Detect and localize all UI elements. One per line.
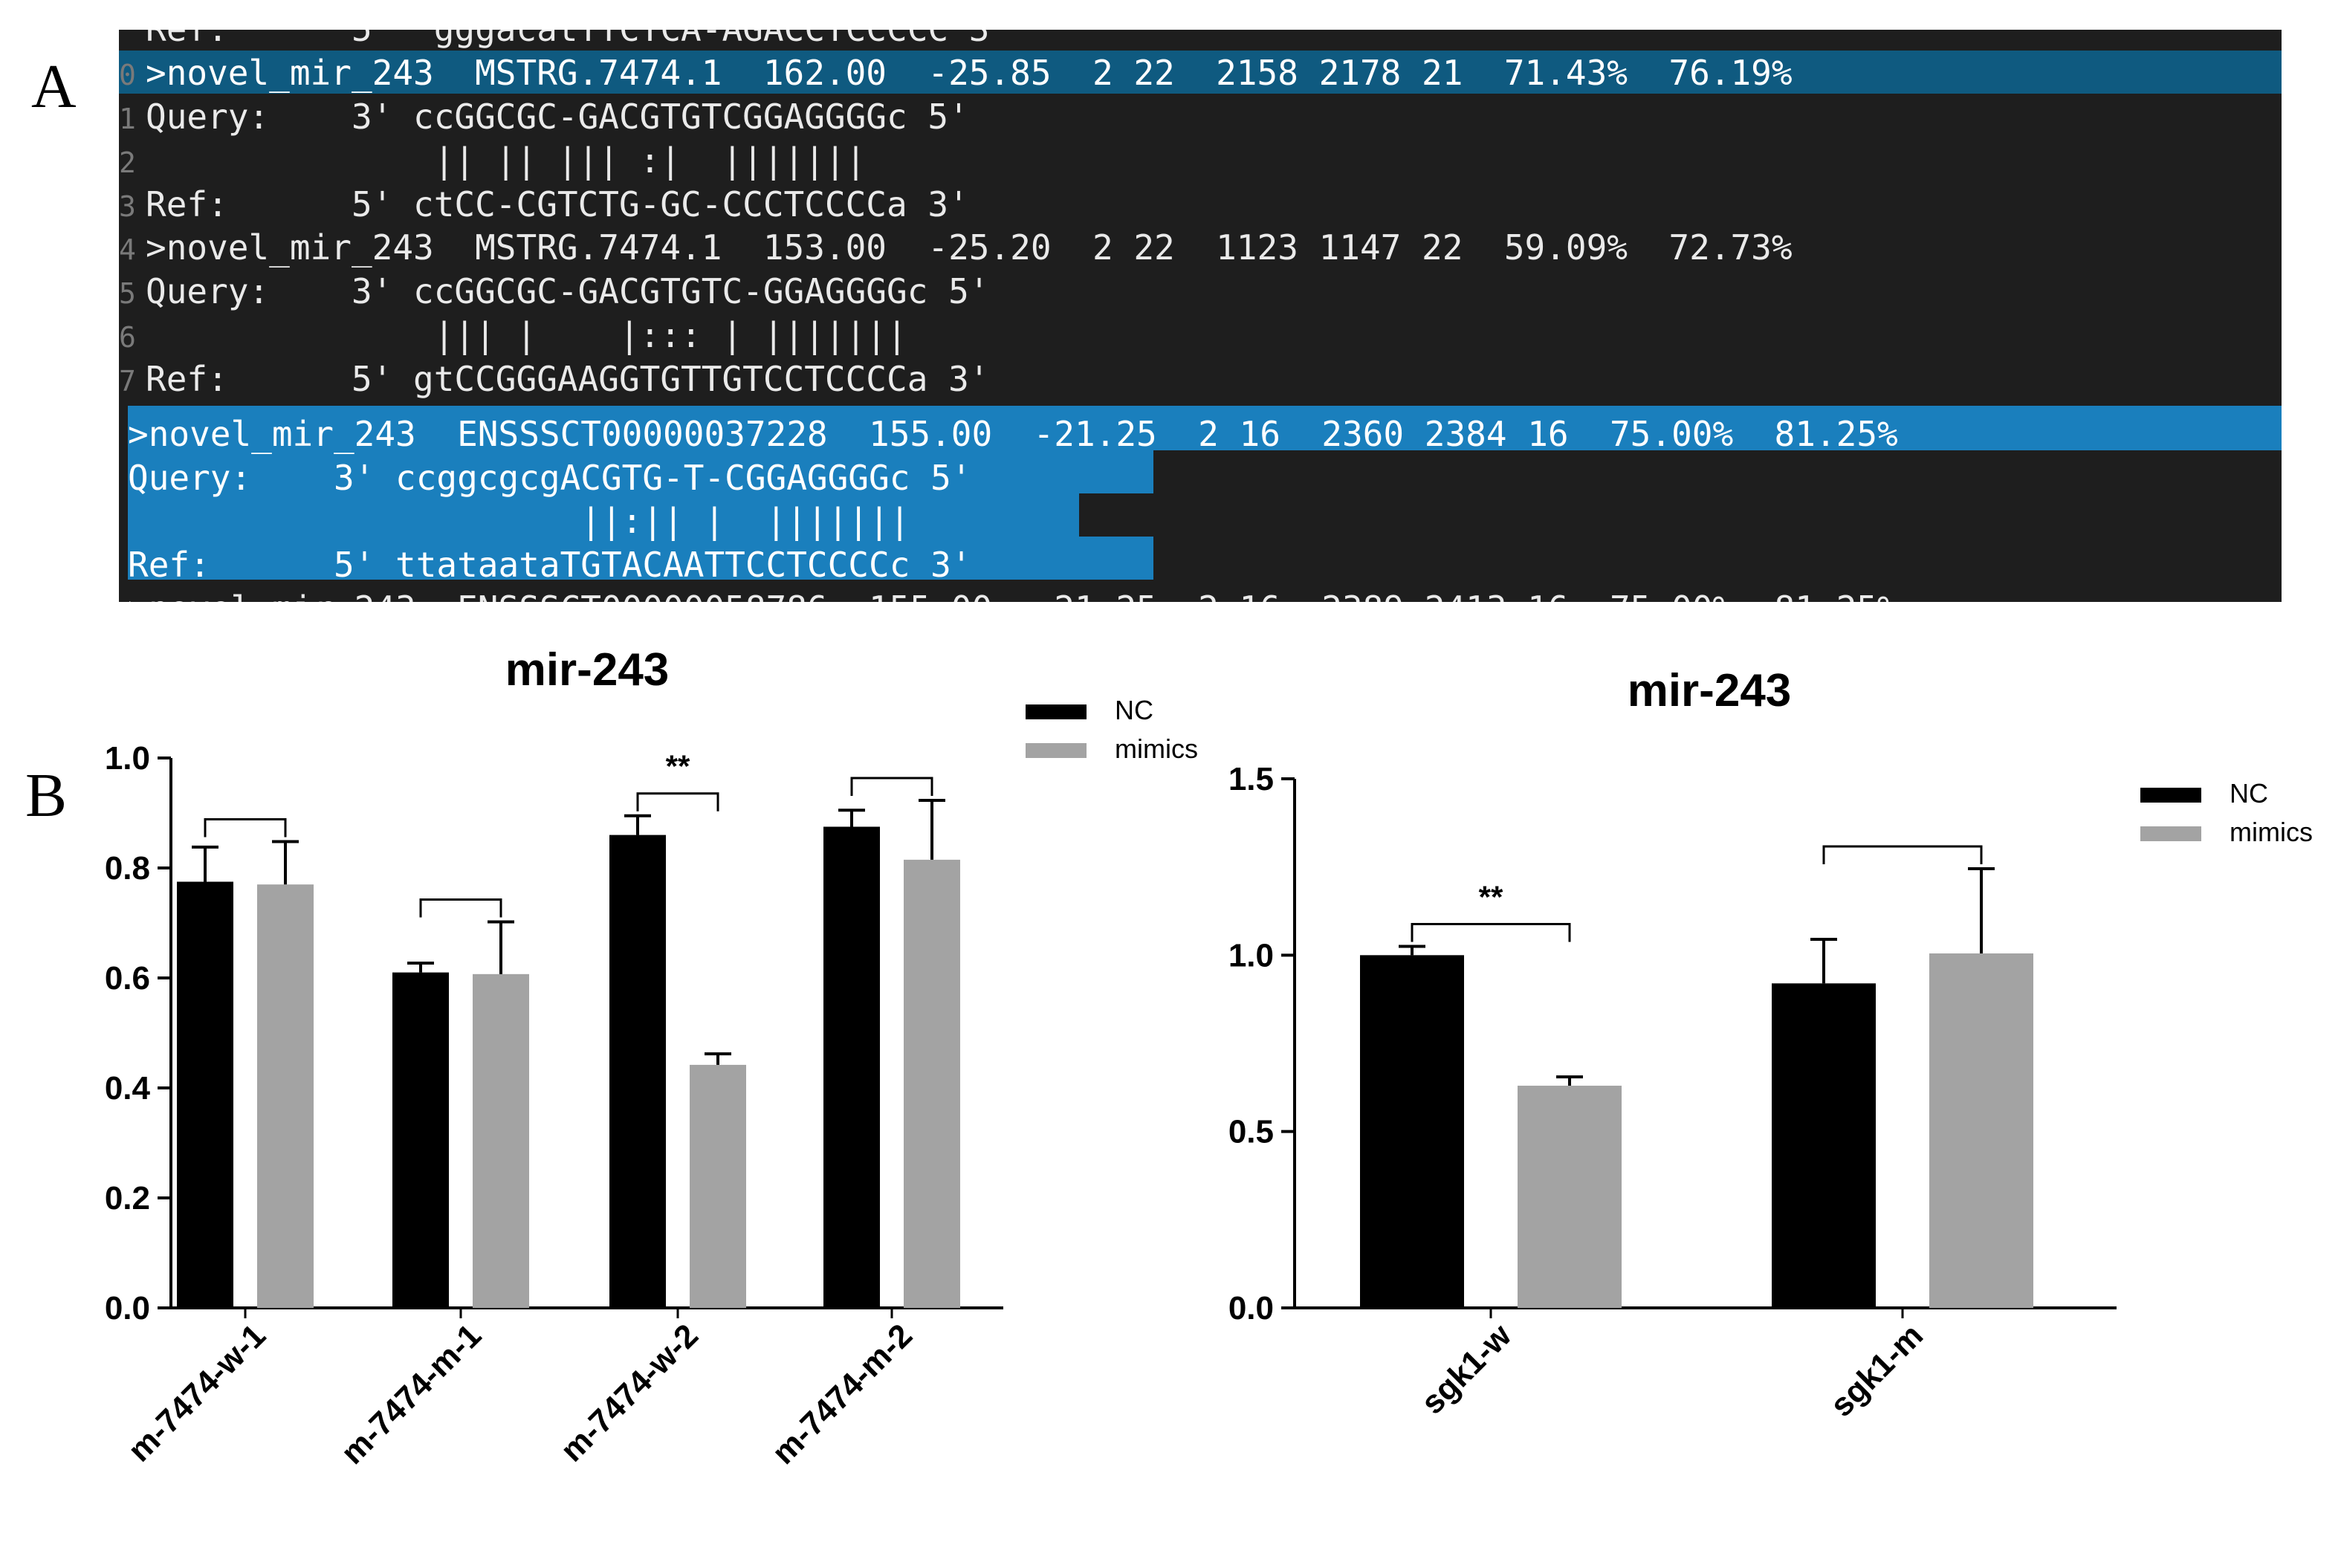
line-number: 5: [119, 277, 136, 310]
significance-bracket: [419, 898, 502, 918]
y-tick-label: 0.6: [105, 960, 150, 997]
legend-label-mimics: mimics: [2230, 817, 2313, 847]
line-text: ||:|| | |||||||: [128, 501, 910, 541]
selection-highlight: [128, 450, 1153, 493]
bar-mimics: [1518, 1085, 1622, 1308]
line-text: >novel_mir_243 ENSSSCT00000058786 155.00…: [128, 589, 1898, 602]
legend-label-mimics: mimics: [1115, 733, 1198, 764]
significance-bracket: [1822, 845, 1983, 865]
line-text: ||| | |::: | |||||||: [146, 315, 907, 355]
selection-highlight: [128, 537, 1153, 580]
terminal-line: 5 Query: 3' ccGGCGC-GACGTGTC-GGAGGGGc 5': [119, 270, 989, 313]
legend-swatch-mimics: [2140, 826, 2201, 841]
panel-label-a: A: [31, 52, 77, 121]
line-text: Ref: 5' ctCC-CGTCTG-GC-CCCTCCCCa 3': [146, 184, 969, 224]
terminal-line: 0 ||:|| | |||||||: [119, 499, 910, 542]
line-text: >novel_mir_243 MSTRG.7474.1 153.00 -25.2…: [146, 227, 1793, 268]
chart-title: mir-243: [505, 644, 670, 696]
line-number: 4: [119, 233, 136, 266]
terminal-line: >novel_mir_243 ENSSSCT00000058786 155.00…: [119, 587, 1898, 602]
chart-title: mir-243: [1628, 665, 1792, 716]
terminal-line: 8>novel_mir_243 ENSSSCT00000037228 155.0…: [119, 412, 1898, 456]
line-text: Ref: 5' gtCCGGGAAGGTGTTGTCCTCCCCa 3': [146, 359, 990, 399]
line-text: Query: 3' ccGGCGC-GACGTGTCGGAGGGGc 5': [146, 97, 969, 137]
bar-mimics: [257, 884, 314, 1308]
terminal-line: Ref: 5' gggacatTTCTCA-AGACCTCCCCC 3': [119, 30, 1010, 51]
line-text: >novel_mir_243 MSTRG.7474.1 162.00 -25.8…: [146, 53, 1793, 93]
line-text: Ref: 5' gggacatTTCTCA-AGACCTCCCCC 3': [146, 30, 1010, 49]
x-tick-label: m-7474-m-1: [334, 1317, 488, 1471]
significance-bracket: [204, 817, 287, 838]
terminal-line: 3 Ref: 5' ctCC-CGTCTG-GC-CCCTCCCCa 3': [119, 183, 969, 226]
bar-nc: [609, 835, 666, 1308]
significance-bracket: [636, 792, 719, 811]
selection-highlight: [128, 493, 1079, 537]
bar-mimics: [690, 1064, 746, 1308]
legend-swatch-nc: [1026, 704, 1087, 719]
terminal-line: 0 >novel_mir_243 MSTRG.7474.1 162.00 -25.…: [119, 51, 1793, 94]
terminal-line: 1 Query: 3' ccGGCGC-GACGTGTCGGAGGGGc 5': [119, 95, 969, 138]
line-number: 7: [119, 365, 136, 398]
line-number: 3: [119, 190, 136, 223]
line-text: Query: 3' ccGGCGC-GACGTGTC-GGAGGGGc 5': [146, 271, 990, 311]
line-number: 0: [119, 59, 136, 91]
line-number: 2: [119, 146, 136, 179]
selection-highlight: [119, 51, 2282, 94]
terminal-line: 6 ||| | |::: | |||||||: [119, 314, 907, 357]
x-tick-label: m-7474-m-2: [765, 1317, 919, 1471]
line-text: >novel_mir_243 ENSSSCT00000037228 155.00…: [128, 414, 1898, 454]
terminal-line: 9Query: 3' ccggcgcgACGTG-T-CGGAGGGGc 5': [119, 456, 971, 499]
y-tick-label: 1.5: [1228, 761, 1274, 797]
y-tick-label: 0.8: [105, 850, 150, 887]
line-number: 1: [119, 103, 136, 135]
line-number: 6: [119, 321, 136, 354]
y-tick-label: 0.5: [1228, 1114, 1274, 1150]
legend-swatch-nc: [2140, 788, 2201, 803]
bar-mimics: [473, 973, 529, 1308]
y-tick-label: 1.0: [105, 740, 150, 777]
y-tick-label: 0.0: [105, 1290, 150, 1326]
panel-label-b: B: [25, 761, 68, 830]
x-tick-label: sgk1-w: [1414, 1317, 1519, 1422]
legend-label-nc: NC: [2230, 778, 2268, 809]
y-tick-label: 0.0: [1228, 1290, 1274, 1326]
y-tick-label: 0.4: [105, 1070, 151, 1107]
bar-nc: [392, 972, 449, 1308]
line-text: Ref: 5' ttataataTGTACAATTCCTCCCCc 3': [128, 545, 972, 585]
terminal-line: 1Ref: 5' ttataataTGTACAATTCCTCCCCc 3': [119, 543, 971, 586]
x-tick-label: m-7474-w-1: [121, 1317, 273, 1468]
terminal-line: 4 >novel_mir_243 MSTRG.7474.1 153.00 -25.…: [119, 226, 1793, 269]
significance-bracket: [850, 777, 933, 796]
significance-bracket: [1411, 922, 1571, 942]
terminal-line: 7 Ref: 5' gtCCGGGAAGGTGTTGTCCTCCCCa 3': [119, 357, 989, 401]
bar-nc: [1772, 983, 1876, 1308]
bar-nc: [823, 826, 880, 1308]
selection-highlight: [128, 406, 2282, 450]
significance-label: **: [666, 749, 690, 784]
line-text: || || ||| :| |||||||: [146, 140, 867, 181]
x-tick-label: sgk1-m: [1823, 1317, 1930, 1424]
bar-nc: [1360, 955, 1464, 1308]
legend-label-nc: NC: [1115, 695, 1153, 725]
alignment-terminal: Ref: 5' gggacatTTCTCA-AGACCTCCCCC 3' 0 >no…: [119, 30, 2282, 602]
bar-nc: [177, 881, 233, 1308]
line-text: Query: 3' ccggcgcgACGTG-T-CGGAGGGGc 5': [128, 458, 972, 498]
significance-label: **: [1479, 879, 1503, 914]
legend-swatch-mimics: [1026, 743, 1087, 758]
bar-mimics: [904, 859, 960, 1308]
y-tick-label: 0.2: [105, 1180, 150, 1217]
bar-mimics: [1929, 953, 2033, 1308]
terminal-line: 2 || || ||| :| |||||||: [119, 139, 866, 182]
x-tick-label: m-7474-w-2: [554, 1317, 705, 1468]
y-tick-label: 1.0: [1228, 937, 1274, 973]
